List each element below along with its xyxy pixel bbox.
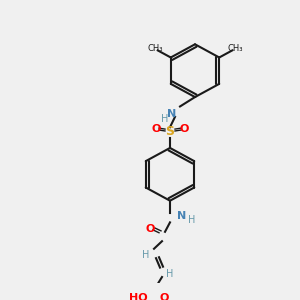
Text: N: N	[167, 109, 177, 119]
Text: CH₃: CH₃	[227, 44, 243, 53]
Text: H: H	[161, 114, 169, 124]
Text: N: N	[177, 211, 187, 221]
Text: HO: HO	[129, 293, 147, 300]
Text: O: O	[151, 124, 161, 134]
Text: O: O	[145, 224, 155, 234]
Text: S: S	[166, 125, 175, 138]
Text: H: H	[188, 214, 196, 224]
Text: O: O	[179, 124, 189, 134]
Text: CH₃: CH₃	[147, 44, 163, 53]
Text: H: H	[166, 269, 174, 279]
Text: O: O	[159, 293, 169, 300]
Text: H: H	[142, 250, 150, 260]
